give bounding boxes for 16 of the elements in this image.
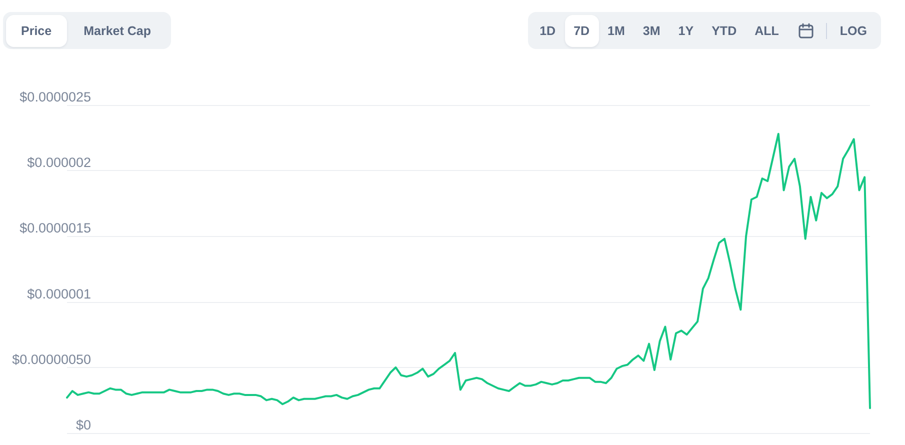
text: Price: [6, 14, 67, 46]
text: Market Cap: [66, 14, 168, 46]
text: 1Y: [669, 14, 703, 46]
text: YTD: [702, 14, 746, 46]
text: LOG: [828, 14, 878, 46]
text: 3M: [634, 14, 670, 46]
y-tick-label: $0.000002: [27, 155, 91, 170]
text: 1M: [598, 14, 634, 46]
y-tick-label: $0: [76, 418, 91, 432]
text: ALL: [746, 14, 788, 46]
text: 1D: [530, 14, 565, 46]
y-tick-label: $0.00000050: [12, 352, 91, 367]
y-tick-label: $0.0000025: [20, 90, 91, 104]
text: 7D: [564, 14, 599, 46]
y-tick-label: $0.000001: [27, 286, 91, 302]
y-tick-label: $0.0000015: [20, 220, 91, 236]
